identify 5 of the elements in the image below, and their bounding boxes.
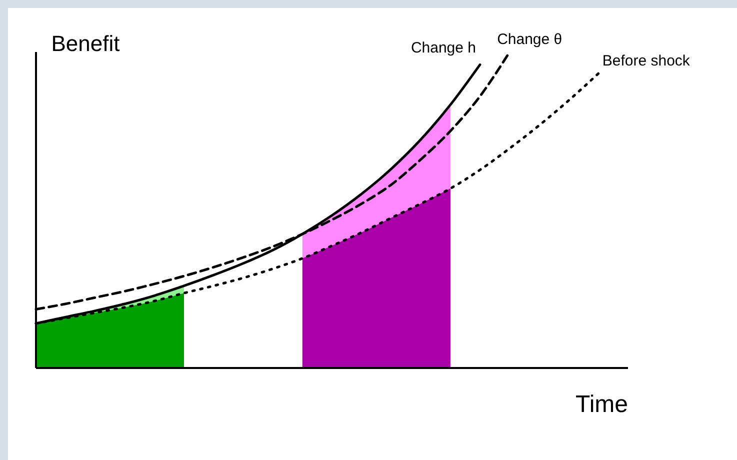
- series-label: Change θ: [497, 31, 562, 48]
- y-axis-title: Benefit: [51, 31, 120, 56]
- series-label: Before shock: [602, 52, 690, 70]
- x-axis-title: Time: [576, 391, 628, 418]
- series-label: Change h: [410, 40, 476, 57]
